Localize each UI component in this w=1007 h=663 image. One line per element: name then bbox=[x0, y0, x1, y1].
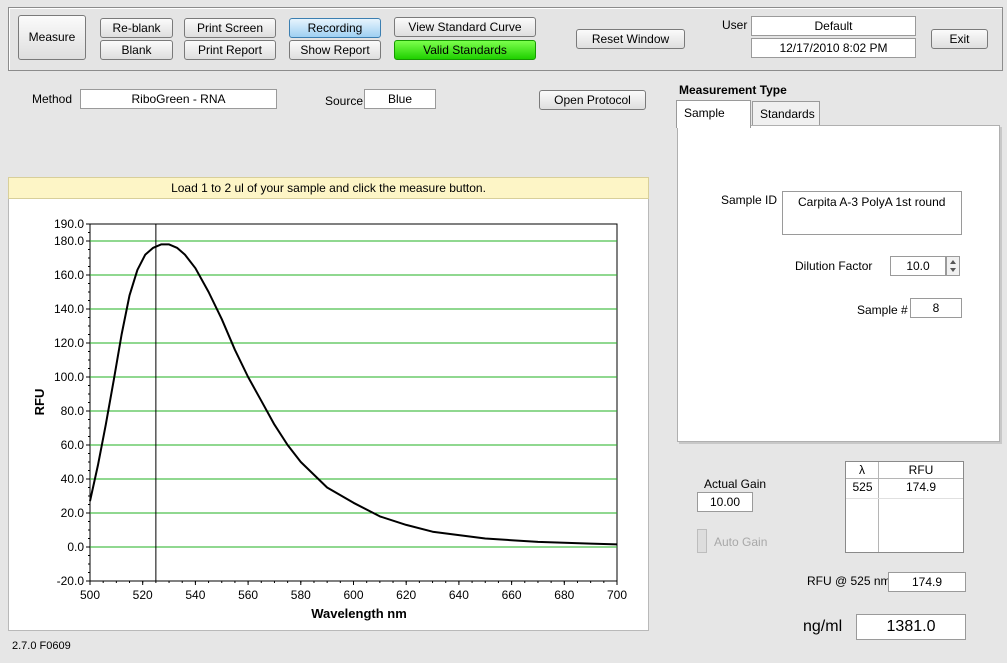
print-screen-button[interactable]: Print Screen bbox=[184, 18, 276, 38]
spectrum-chart: 190.0 180.0 160.0 140.0 120.0 100.0 80.0 60.0 40… bbox=[32, 217, 627, 621]
y-tick-label: -20.0 bbox=[57, 574, 85, 588]
x-tick-label: 560 bbox=[238, 588, 258, 602]
user-field[interactable]: Default bbox=[751, 16, 916, 36]
source-field[interactable]: Blue bbox=[364, 89, 436, 109]
plot-area bbox=[89, 223, 618, 582]
stepper-arrows-icon bbox=[950, 260, 956, 272]
sample-id-value: Carpita A-3 PolyA 1st round bbox=[798, 195, 946, 209]
open-protocol-button[interactable]: Open Protocol bbox=[539, 90, 646, 110]
instruction-banner: Load 1 to 2 ul of your sample and click … bbox=[8, 177, 649, 199]
view-standard-curve-button[interactable]: View Standard Curve bbox=[394, 17, 536, 37]
x-tick-label: 540 bbox=[185, 588, 205, 602]
tab-standards[interactable]: Standards bbox=[752, 101, 820, 127]
spectrum-series-line bbox=[89, 243, 618, 546]
reblank-button[interactable]: Re-blank bbox=[100, 18, 173, 38]
y-tick-label: 180.0 bbox=[54, 234, 84, 248]
user-label: User bbox=[722, 18, 748, 32]
y-tick-label: 0.0 bbox=[67, 540, 84, 554]
x-tick-label: 500 bbox=[80, 588, 100, 602]
sample-number-label: Sample # bbox=[857, 303, 908, 317]
reset-window-button[interactable]: Reset Window bbox=[576, 29, 685, 49]
valid-standards-indicator: Valid Standards bbox=[394, 40, 536, 60]
x-tick-label: 520 bbox=[133, 588, 153, 602]
blank-button[interactable]: Blank bbox=[100, 40, 173, 60]
rfu-table-header-lambda: λ bbox=[846, 462, 879, 479]
chart-y-axis-label: RFU bbox=[32, 389, 47, 416]
version-label: 2.7.0 F0609 bbox=[12, 640, 71, 652]
actual-gain-field: 10.00 bbox=[697, 492, 753, 512]
measure-button[interactable]: Measure bbox=[18, 15, 86, 60]
y-tick-label: 120.0 bbox=[54, 336, 84, 350]
x-tick-label: 660 bbox=[502, 588, 522, 602]
print-report-button[interactable]: Print Report bbox=[184, 40, 276, 60]
concentration-field: 1381.0 bbox=[856, 614, 966, 640]
rfu-at-label: RFU @ 525 nm bbox=[807, 574, 891, 588]
tab-sample[interactable]: Sample bbox=[676, 100, 751, 128]
x-tick-label: 620 bbox=[396, 588, 416, 602]
y-tick-label: 190.0 bbox=[54, 217, 84, 231]
y-tick-label: 60.0 bbox=[61, 438, 85, 452]
y-tick-label: 20.0 bbox=[61, 506, 85, 520]
sample-id-field[interactable]: Carpita A-3 PolyA 1st round bbox=[782, 191, 962, 235]
x-tick-label: 580 bbox=[291, 588, 311, 602]
x-tick-label: 700 bbox=[607, 588, 627, 602]
y-tick-label: 160.0 bbox=[54, 268, 84, 282]
sample-number-field[interactable]: 8 bbox=[910, 298, 962, 318]
table-row-wavelength: 525 bbox=[852, 480, 873, 494]
sample-panel bbox=[677, 125, 1000, 442]
y-tick-label: 40.0 bbox=[61, 472, 85, 486]
table-row-rfu: 174.9 bbox=[905, 480, 937, 494]
auto-gain-label: Auto Gain bbox=[714, 535, 768, 549]
y-tick-label: 80.0 bbox=[61, 404, 85, 418]
y-tick-label: 100.0 bbox=[54, 370, 84, 384]
measurement-type-title: Measurement Type bbox=[679, 83, 787, 97]
spectrum-chart-panel: 190.0 180.0 160.0 140.0 120.0 100.0 80.0 60.0 40… bbox=[8, 199, 649, 631]
dilution-factor-stepper[interactable] bbox=[946, 256, 960, 276]
x-tick-label: 640 bbox=[449, 588, 469, 602]
auto-gain-toggle[interactable] bbox=[697, 529, 707, 553]
rfu-at-field: 174.9 bbox=[888, 572, 966, 592]
chart-x-axis-label: Wavelength nm bbox=[311, 606, 407, 621]
source-label: Source bbox=[325, 94, 364, 108]
x-tick-label: 600 bbox=[343, 588, 363, 602]
actual-gain-label: Actual Gain bbox=[704, 477, 767, 491]
datetime-field: 12/17/2010 8:02 PM bbox=[751, 38, 916, 58]
y-tick-label: 140.0 bbox=[54, 302, 84, 316]
recording-button[interactable]: Recording bbox=[289, 18, 381, 38]
x-tick-label: 680 bbox=[554, 588, 574, 602]
dilution-factor-label: Dilution Factor bbox=[795, 259, 873, 273]
rfu-table: λ RFU 525 174.9 bbox=[845, 461, 964, 553]
rfu-table-header-rfu: RFU bbox=[879, 462, 963, 479]
method-field[interactable]: RiboGreen - RNA bbox=[80, 89, 277, 109]
concentration-label: ng/ml bbox=[803, 618, 843, 635]
method-label: Method bbox=[32, 92, 73, 106]
sample-id-label: Sample ID bbox=[721, 193, 778, 207]
dilution-factor-field[interactable]: 10.0 bbox=[890, 256, 946, 276]
exit-button[interactable]: Exit bbox=[931, 29, 988, 49]
show-report-button[interactable]: Show Report bbox=[289, 40, 381, 60]
